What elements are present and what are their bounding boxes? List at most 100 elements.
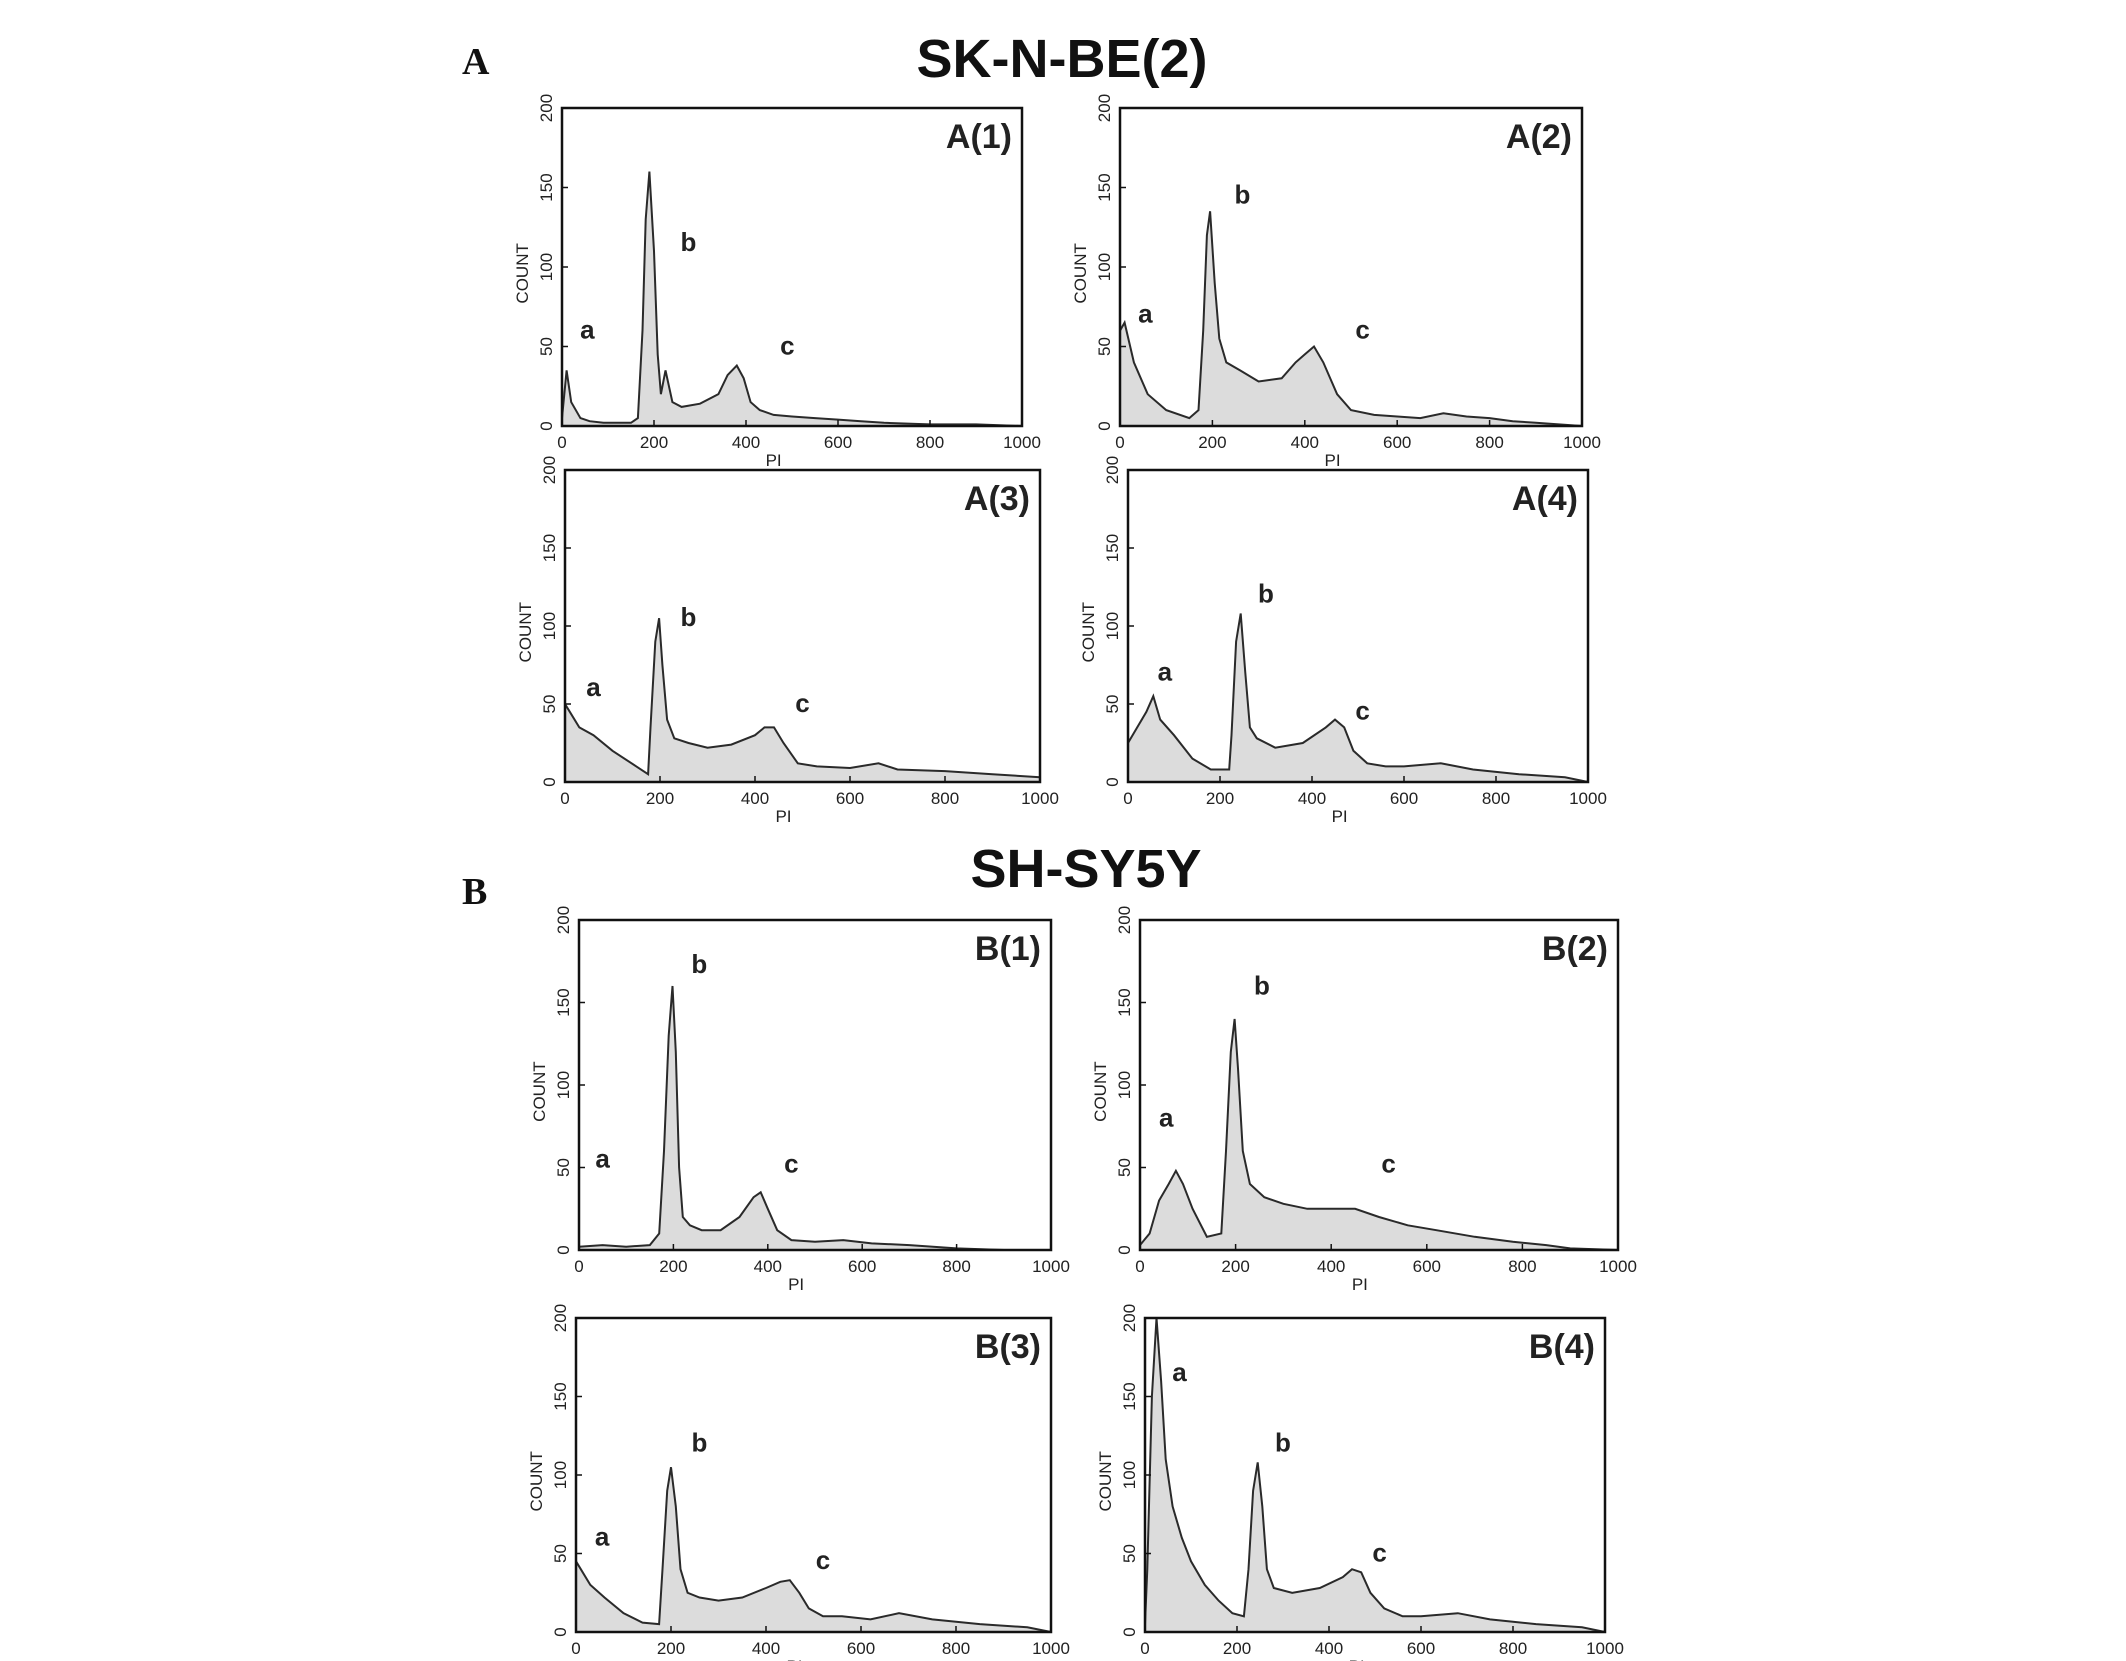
x-axis-title: PI (766, 451, 782, 470)
y-tick-label: 200 (540, 456, 559, 484)
y-tick-label: 0 (1103, 777, 1122, 786)
x-tick-label: 400 (1291, 433, 1319, 452)
x-axis-title: PI (1324, 451, 1340, 470)
x-tick-label: 800 (931, 789, 959, 808)
plot-frame (577, 918, 1053, 1252)
section-title-sh-sy5y: SH-SY5Y (970, 839, 1202, 899)
histogram-b1: 0 200 400 600 800 1000 0 50 100 150 200 PI COUNT B(1)… (530, 906, 1070, 1294)
x-tick-label: 200 (1198, 433, 1226, 452)
panel-label: B(4) (1529, 1328, 1595, 1366)
histogram-trace (578, 985, 1051, 1251)
y-tick-label: 50 (554, 1158, 573, 1177)
y-tick-label: 0 (554, 1245, 573, 1254)
y-tick-label: 200 (551, 1304, 570, 1332)
x-tick-label: 600 (824, 433, 852, 452)
plot-frame (1138, 918, 1620, 1252)
panel-label: A(3) (964, 480, 1030, 518)
panel-label: A(1) (946, 118, 1012, 156)
x-tick-label: 400 (741, 789, 769, 808)
panel-label: A(2) (1506, 118, 1572, 156)
y-tick-label: 50 (1095, 337, 1114, 356)
histogram-trace (1119, 211, 1583, 427)
panel-label: B(2) (1542, 930, 1608, 968)
y-tick-label: 100 (551, 1461, 570, 1489)
y-tick-label: 150 (1120, 1382, 1139, 1410)
peak-label-b: b (692, 1427, 708, 1457)
y-tick-label: 0 (1120, 1627, 1139, 1636)
peak-label-b: b (1234, 179, 1250, 209)
x-tick-label: 1000 (1569, 789, 1607, 808)
y-tick-label: 100 (1103, 612, 1122, 640)
peak-label-b: b (691, 949, 707, 979)
histogram-trace (575, 1467, 1052, 1633)
y-tick-label: 50 (551, 1544, 570, 1563)
x-tick-label: 600 (1413, 1257, 1441, 1276)
y-tick-label: 100 (540, 612, 559, 640)
peak-label-c: c (780, 330, 794, 360)
x-tick-label: 1000 (1586, 1639, 1624, 1658)
x-axis-title: PI (1349, 1657, 1365, 1661)
histogram-trace (1139, 1018, 1619, 1251)
histogram-b2: 0 200 400 600 800 1000 0 50 100 150 200 PI COUNT B(2)… (1091, 906, 1637, 1294)
x-tick-label: 600 (836, 789, 864, 808)
y-tick-label: 200 (537, 94, 556, 122)
x-tick-label: 0 (557, 433, 566, 452)
y-axis-title: COUNT (527, 1451, 546, 1511)
x-tick-label: 400 (1298, 789, 1326, 808)
x-tick-label: 1000 (1032, 1639, 1070, 1658)
y-tick-label: 150 (1115, 988, 1134, 1016)
x-tick-label: 200 (640, 433, 668, 452)
x-tick-label: 0 (1140, 1639, 1149, 1658)
y-tick-label: 200 (1103, 456, 1122, 484)
histogram-a3: 0 200 400 600 800 1000 0 50 100 150 200 PI COUNT A(3)… (516, 456, 1059, 826)
y-tick-label: 50 (1115, 1158, 1134, 1177)
peak-label-b: b (1254, 970, 1270, 1000)
y-tick-label: 150 (551, 1382, 570, 1410)
peak-label-c: c (1372, 1537, 1386, 1567)
y-tick-label: 50 (537, 337, 556, 356)
histogram-trace (1144, 1317, 1606, 1633)
y-tick-label: 100 (1120, 1461, 1139, 1489)
y-tick-label: 150 (1095, 173, 1114, 201)
histogram-b3: 0 200 400 600 800 1000 0 50 100 150 200 PI COUNT B(3)… (527, 1304, 1070, 1661)
y-tick-label: 150 (540, 534, 559, 562)
y-axis-title: COUNT (1071, 243, 1090, 303)
x-tick-label: 600 (1407, 1639, 1435, 1658)
x-tick-label: 200 (1223, 1639, 1251, 1658)
histogram-a2: 0 200 400 600 800 1000 0 50 100 150 200 PI COUNT A(2)… (1071, 94, 1601, 470)
histogram-trace (564, 618, 1041, 779)
peak-label-b: b (1258, 579, 1274, 609)
y-tick-label: 200 (554, 906, 573, 934)
x-tick-label: 800 (1499, 1639, 1527, 1658)
x-tick-label: 200 (659, 1257, 687, 1276)
x-tick-label: 0 (571, 1639, 580, 1658)
peak-label-a: a (1158, 657, 1173, 687)
x-tick-label: 1000 (1599, 1257, 1637, 1276)
peak-label-a: a (595, 1522, 610, 1552)
peak-label-b: b (681, 602, 697, 632)
x-tick-label: 800 (1508, 1257, 1536, 1276)
x-tick-label: 400 (1317, 1257, 1345, 1276)
histogram-fill (562, 171, 1022, 426)
section-title-sk-n-be2: SK-N-BE(2) (916, 29, 1208, 89)
x-tick-label: 400 (1315, 1639, 1343, 1658)
x-tick-label: 600 (1390, 789, 1418, 808)
y-tick-label: 0 (1095, 421, 1114, 430)
histogram-a1: 0 200 400 600 800 1000 0 50 100 150 200 PI COUNT A(1)… (513, 94, 1041, 470)
y-tick-label: 150 (554, 988, 573, 1016)
y-tick-label: 50 (1120, 1544, 1139, 1563)
peak-label-c: c (816, 1545, 830, 1575)
histogram-fill (565, 618, 1040, 782)
y-tick-label: 100 (1115, 1071, 1134, 1099)
x-tick-label: 800 (916, 433, 944, 452)
panel-letter-a: A (462, 41, 490, 83)
histogram-fill (1145, 1318, 1605, 1632)
x-tick-label: 0 (574, 1257, 583, 1276)
peak-label-a: a (1159, 1102, 1174, 1132)
y-tick-label: 100 (537, 253, 556, 281)
x-tick-label: 200 (657, 1639, 685, 1658)
x-tick-label: 200 (1206, 789, 1234, 808)
y-tick-label: 50 (540, 695, 559, 714)
peak-label-a: a (595, 1144, 610, 1174)
peak-label-c: c (784, 1148, 798, 1178)
